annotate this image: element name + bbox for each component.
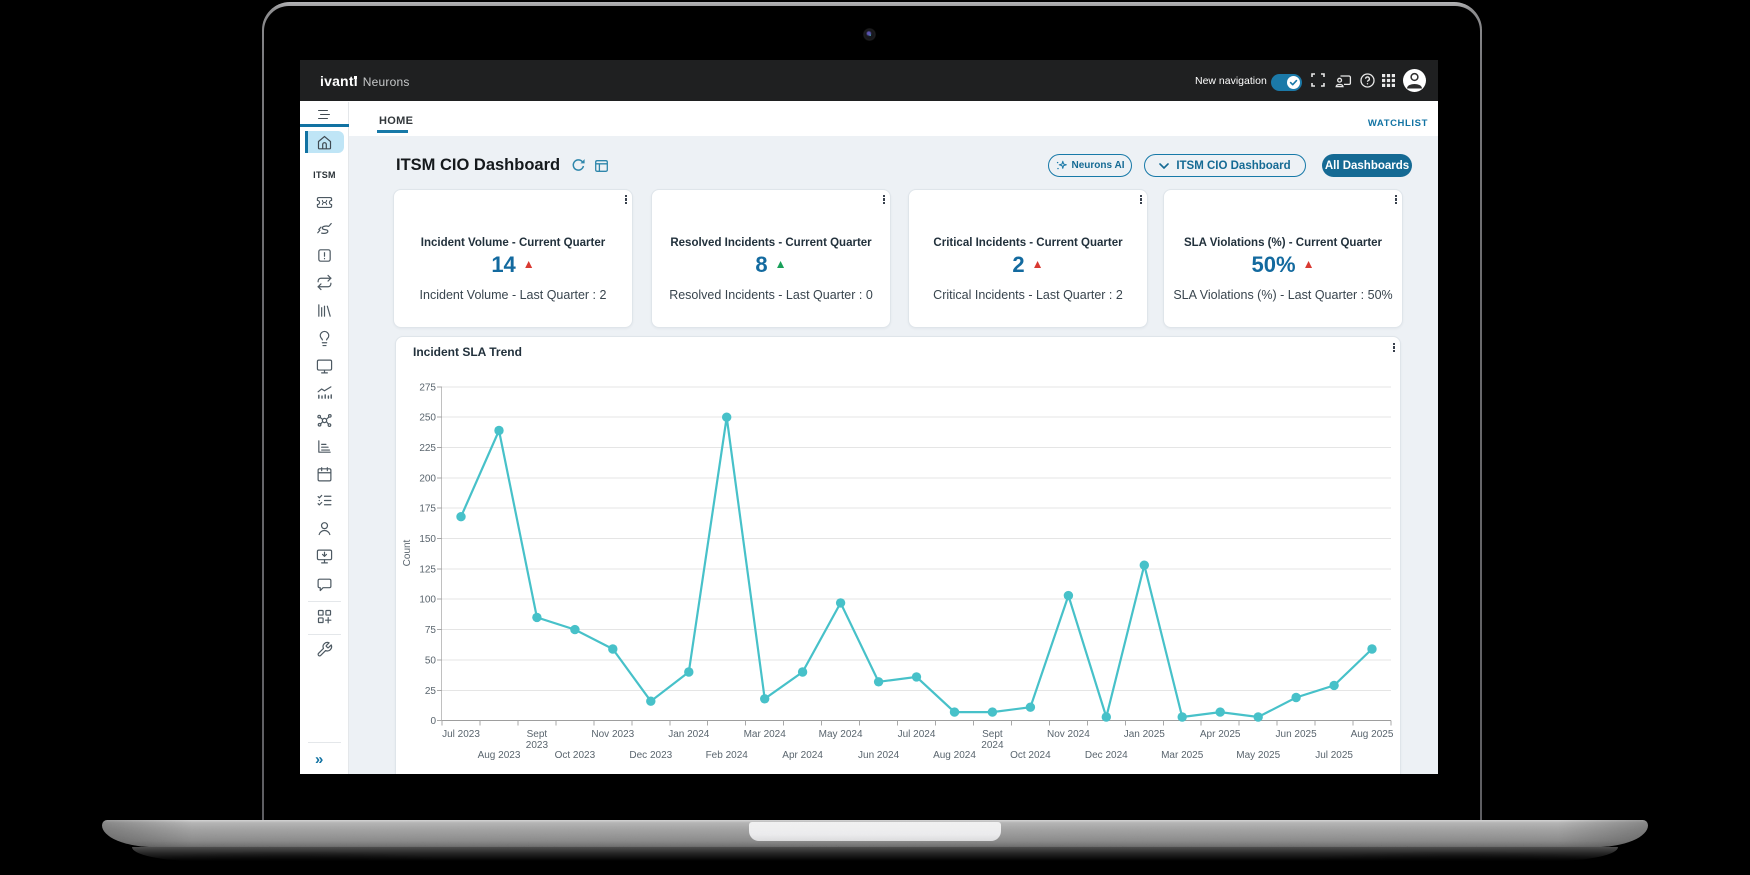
svg-text:Mar 2024: Mar 2024 [744,729,787,740]
svg-text:Jul 2023: Jul 2023 [442,729,480,740]
svg-text:Jun 2025: Jun 2025 [1276,729,1318,740]
svg-text:275: 275 [419,382,436,393]
svg-text:2024: 2024 [981,740,1004,751]
svg-text:Jan 2025: Jan 2025 [1124,729,1166,740]
svg-text:200: 200 [419,473,436,484]
svg-text:Feb 2024: Feb 2024 [706,750,749,761]
svg-text:Sept: Sept [527,729,548,740]
svg-text:Aug 2025: Aug 2025 [1351,729,1394,740]
svg-text:250: 250 [419,413,436,424]
svg-text:Nov 2024: Nov 2024 [1047,729,1090,740]
svg-text:Mar 2025: Mar 2025 [1161,750,1204,761]
svg-text:25: 25 [425,686,437,697]
svg-text:Sept: Sept [982,729,1003,740]
svg-text:150: 150 [419,534,436,545]
svg-text:Jul 2025: Jul 2025 [1315,750,1353,761]
svg-text:Jun 2024: Jun 2024 [858,750,900,761]
svg-text:May 2024: May 2024 [819,729,863,740]
svg-text:Dec 2023: Dec 2023 [629,750,672,761]
svg-text:175: 175 [419,504,436,515]
svg-text:50: 50 [425,655,437,666]
svg-text:75: 75 [425,625,437,636]
svg-text:125: 125 [419,564,436,575]
svg-text:0: 0 [430,716,436,727]
svg-text:Count: Count [402,539,413,566]
svg-text:2023: 2023 [526,740,549,751]
svg-text:Aug 2023: Aug 2023 [478,750,521,761]
svg-text:Jul 2024: Jul 2024 [898,729,936,740]
svg-text:225: 225 [419,443,436,454]
svg-text:Apr 2025: Apr 2025 [1200,729,1241,740]
svg-text:May 2025: May 2025 [1236,750,1280,761]
svg-text:Aug 2024: Aug 2024 [933,750,976,761]
svg-text:Oct 2024: Oct 2024 [1010,750,1051,761]
svg-text:Oct 2023: Oct 2023 [555,750,596,761]
svg-text:Apr 2024: Apr 2024 [782,750,823,761]
svg-text:Nov 2023: Nov 2023 [591,729,634,740]
svg-text:Jan 2024: Jan 2024 [668,729,710,740]
svg-text:100: 100 [419,595,436,606]
svg-text:Dec 2024: Dec 2024 [1085,750,1128,761]
